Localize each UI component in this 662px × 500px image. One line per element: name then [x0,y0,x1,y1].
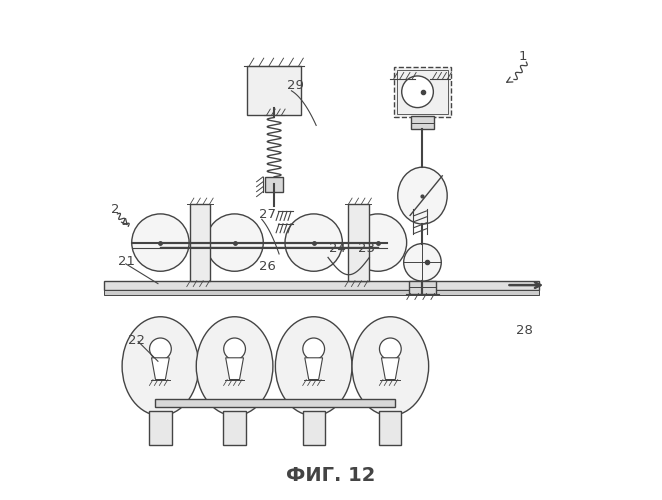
Polygon shape [226,358,244,380]
Circle shape [404,244,442,281]
Ellipse shape [196,317,273,416]
Text: 21: 21 [118,255,136,268]
Circle shape [132,214,189,272]
Bar [265,177,283,192]
Circle shape [285,214,342,272]
Bar [397,70,448,114]
Circle shape [150,338,171,360]
Circle shape [402,76,434,108]
Text: 29: 29 [287,80,303,92]
Bar [150,410,171,446]
Ellipse shape [352,317,429,416]
Bar [224,410,246,446]
Text: ФИГ. 12: ФИГ. 12 [286,466,376,485]
Bar [156,400,395,407]
Circle shape [224,338,246,360]
Text: 24: 24 [328,242,346,256]
Bar [103,290,539,294]
Bar [348,204,369,281]
Circle shape [303,338,324,360]
Bar [411,116,434,129]
Circle shape [206,214,263,272]
Bar [189,204,211,281]
Text: 1: 1 [519,50,528,62]
Bar [103,280,539,289]
Polygon shape [152,358,169,380]
Polygon shape [381,358,399,380]
Bar [409,281,436,293]
Bar [394,67,451,116]
Ellipse shape [275,317,352,416]
Text: 26: 26 [260,260,276,273]
Text: 22: 22 [128,334,145,347]
Text: 23: 23 [358,242,375,256]
Ellipse shape [398,167,448,224]
Text: 27: 27 [260,208,276,221]
Bar [247,66,301,115]
Bar [303,410,325,446]
Ellipse shape [122,317,199,416]
Circle shape [379,338,401,360]
Text: 28: 28 [516,324,534,337]
Text: 2: 2 [111,203,119,216]
Circle shape [350,214,406,272]
Bar [379,410,401,446]
Polygon shape [305,358,322,380]
